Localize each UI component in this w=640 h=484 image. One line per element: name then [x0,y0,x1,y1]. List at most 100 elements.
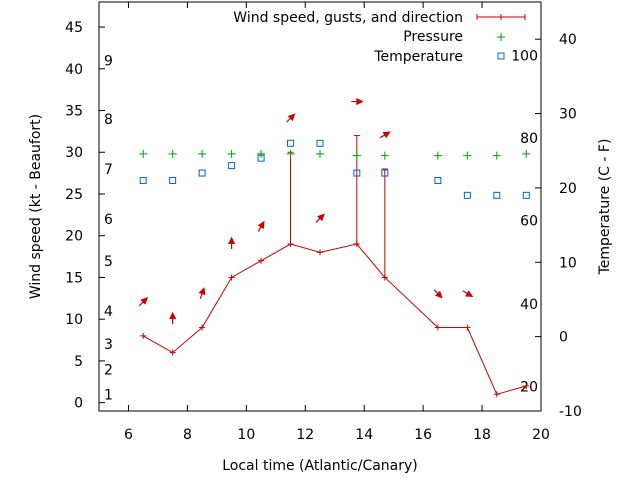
wind-direction-arrow [286,113,296,123]
beaufort-tick-label: 3 [104,337,113,353]
y2-tick-label: 40 [559,32,577,48]
y-tick-label: 5 [74,354,83,370]
y-tick-label: 10 [65,312,83,328]
wind-speed-point [523,382,530,389]
wind-direction-arrow [315,213,325,223]
y2-tick-label: 10 [559,255,577,271]
x-tick-label: 12 [296,427,314,443]
wind-speed-point [258,257,265,264]
wind-speed-point [199,324,206,331]
wind-speed-point [464,324,471,331]
series [138,97,531,398]
axes: 6 8 10 12 14 16 18 20051015202530354045-1001020… [28,1,613,474]
pressure-point [168,149,177,158]
wind-direction-arrow [198,287,206,299]
temperature-point [257,154,265,162]
y-axis-label: Wind speed (kt - Beaufort) [28,114,44,299]
temperature-point [381,169,389,177]
y-tick-label: 40 [65,62,83,78]
fahrenheit-tick-label: 60 [520,214,538,230]
wind-direction-arrow [257,220,265,232]
temperature-point [198,169,206,177]
temperature-point [228,162,236,170]
y-tick-label: 45 [65,20,83,36]
wind-speed-point [434,324,441,331]
temperature-point [169,176,177,184]
pressure-point [433,151,442,160]
wind-direction-arrow [351,97,364,106]
wind-direction-arrow [433,289,443,299]
pressure-point [257,149,266,158]
y-tick-label: 30 [65,145,83,161]
wind-direction-arrow [462,290,474,297]
legend-label-temperature: Temperature [373,49,463,65]
temperature-point [522,191,530,199]
x-tick-label: 8 [183,427,192,443]
plot-frame [98,1,542,412]
beaufort-tick-label: 6 [104,212,113,228]
pressure-point [492,151,501,160]
wind-direction-arrow [228,236,236,249]
temperature-point [316,139,324,147]
y-tick-label: 0 [74,396,83,412]
wind-speed-point [317,249,323,256]
y-tick-label: 35 [65,104,83,120]
pressure-point [198,149,207,158]
fahrenheit-tick-label: 80 [520,131,538,147]
wind-speed-point [493,391,500,398]
wind-direction-arrow [138,297,149,307]
x-tick-label: 20 [532,427,550,443]
pressure-point [380,151,389,160]
beaufort-tick-label: 4 [104,304,113,320]
beaufort-tick-label: 1 [104,387,113,403]
pressure-point [286,149,295,158]
wind-speed-point [140,332,147,339]
wind-speed-point [228,274,235,281]
y2-tick-label: -10 [559,404,582,420]
y2-tick-label: 0 [559,330,568,346]
legend-swatch-temperature [497,52,505,60]
x-tick-label: 16 [414,427,432,443]
temperature-point [493,191,501,199]
y-tick-label: 25 [65,187,83,203]
beaufort-tick-label: 9 [104,53,113,69]
pressure-point [227,149,236,158]
x-tick-label: 14 [355,427,373,443]
y-tick-label: 20 [65,229,83,245]
pressure-point [139,149,148,158]
legend-swatch-pressure [497,33,505,41]
x-tick-label: 10 [237,427,255,443]
fahrenheit-tick-label: 20 [520,379,538,395]
beaufort-tick-label: 7 [104,162,113,178]
x-tick-label: 18 [473,427,491,443]
fahrenheit-tick-label: 40 [520,297,538,313]
beaufort-tick-label: 5 [104,254,113,270]
wind-speed-point [169,349,176,356]
pressure-point [522,149,531,158]
fahrenheit-tick-label: 100 [511,49,538,65]
x-tick-label: 6 [124,427,133,443]
pressure-point [316,149,324,158]
wind-direction-arrow [379,131,391,139]
wind-direction-arrow [169,311,177,325]
y2-tick-label: 30 [559,107,577,123]
pressure-point [463,151,472,160]
temperature-point [353,169,361,177]
x-axis-label: Local time (Atlantic/Canary) [222,458,418,474]
temperature-point [139,176,147,184]
temperature-point [434,176,442,184]
beaufort-tick-label: 8 [104,112,113,128]
y2-tick-label: 20 [559,181,577,197]
y2-axis-label: Temperature (C - F) [597,139,613,276]
legend-label-pressure: Pressure [403,29,463,45]
pressure-point [352,151,361,160]
y-tick-label: 15 [65,270,83,286]
legend-swatch-wind-marker [498,14,504,20]
temperature-point [287,139,295,147]
temperature-point [463,191,471,199]
beaufort-tick-label: 2 [104,362,113,378]
wind-speed-line [142,243,527,395]
legend-label-wind: Wind speed, gusts, and direction [233,10,463,26]
